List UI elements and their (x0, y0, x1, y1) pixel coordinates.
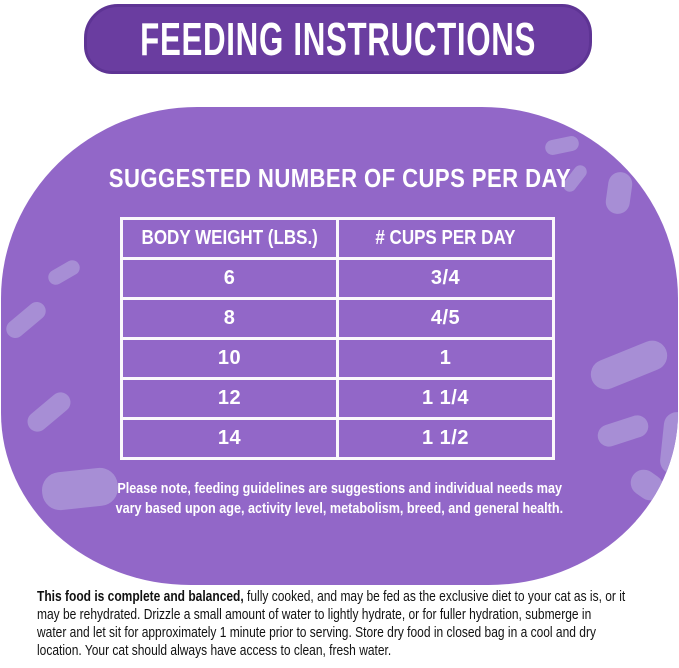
decorative-dash-icon (23, 388, 75, 436)
note-line: Please note, feeding guidelines are sugg… (117, 480, 562, 497)
footer-line: location. Your cat should always have ac… (37, 642, 392, 659)
decorative-dash-icon (543, 134, 581, 157)
table-cell: 10 (120, 337, 339, 380)
table-cell: 14 (120, 417, 339, 460)
panel-heading: SUGGESTED NUMBER OF CUPS PER DAY (108, 163, 571, 193)
table-row: 12 1 1/4 (120, 377, 555, 420)
table-cell: 4/5 (336, 297, 555, 340)
decorative-dash-icon (658, 410, 678, 476)
decorative-dash-icon (45, 257, 83, 288)
panel-heading-row: SUGGESTED NUMBER OF CUPS PER DAY (1, 163, 678, 194)
feeding-table-head: BODY WEIGHT (LBS.) # CUPS PER DAY (120, 217, 555, 260)
purple-panel: SUGGESTED NUMBER OF CUPS PER DAY BODY WE… (1, 107, 678, 585)
footer-line: water and let sit for approximately 1 mi… (37, 624, 596, 641)
table-row: 14 1 1/2 (120, 417, 555, 460)
feeding-note: Please note, feeding guidelines are sugg… (1, 479, 678, 519)
table-cell: 8 (120, 297, 339, 340)
table-cell: 1 (336, 337, 555, 380)
table-header-row: BODY WEIGHT (LBS.) # CUPS PER DAY (120, 217, 555, 260)
banner-title: FEEDING INSTRUCTIONS (140, 13, 536, 65)
feeding-table-body: 6 3/4 8 4/5 10 1 12 1 1/4 14 1 1/2 (120, 257, 555, 460)
table-row: 8 4/5 (120, 297, 555, 340)
feeding-table: BODY WEIGHT (LBS.) # CUPS PER DAY 6 3/4 8 4… (120, 217, 555, 460)
header-cups-per-day-label: # CUPS PER DAY (375, 227, 516, 249)
header-body-weight-label: BODY WEIGHT (LBS.) (141, 227, 318, 249)
decorative-dash-icon (2, 298, 50, 342)
table-row: 10 1 (120, 337, 555, 380)
table-cell: 6 (120, 257, 339, 300)
note-line: vary based upon age, activity level, met… (115, 500, 564, 517)
header-cups-per-day: # CUPS PER DAY (336, 217, 555, 260)
table-cell: 1 1/4 (336, 377, 555, 420)
header-body-weight: BODY WEIGHT (LBS.) (120, 217, 339, 260)
footer-line: This food is complete and balanced, full… (37, 588, 626, 605)
decorative-dash-icon (594, 412, 652, 450)
decorative-dash-icon (586, 336, 672, 394)
table-row: 6 3/4 (120, 257, 555, 300)
table-cell: 1 1/2 (336, 417, 555, 460)
table-cell: 3/4 (336, 257, 555, 300)
footer-paragraph: This food is complete and balanced, full… (37, 588, 677, 660)
table-cell: 12 (120, 377, 339, 420)
banner: FEEDING INSTRUCTIONS (84, 4, 592, 74)
footer-line: may be rehydrated. Drizzle a small amoun… (37, 606, 592, 623)
